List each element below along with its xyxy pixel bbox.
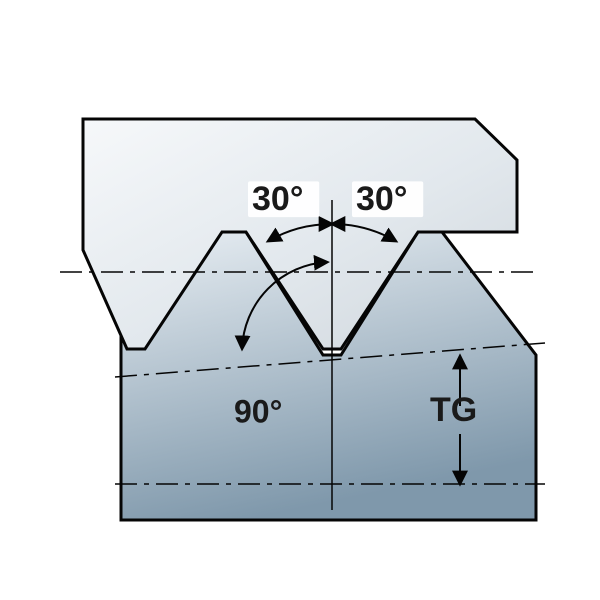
label-90: 90° (234, 393, 282, 429)
label-tg: TG (430, 391, 477, 429)
label-30-right: 30° (356, 180, 407, 218)
label-30-left: 30° (252, 180, 303, 218)
thread-angle-diagram: 30° 30° 90° TG (0, 0, 600, 600)
